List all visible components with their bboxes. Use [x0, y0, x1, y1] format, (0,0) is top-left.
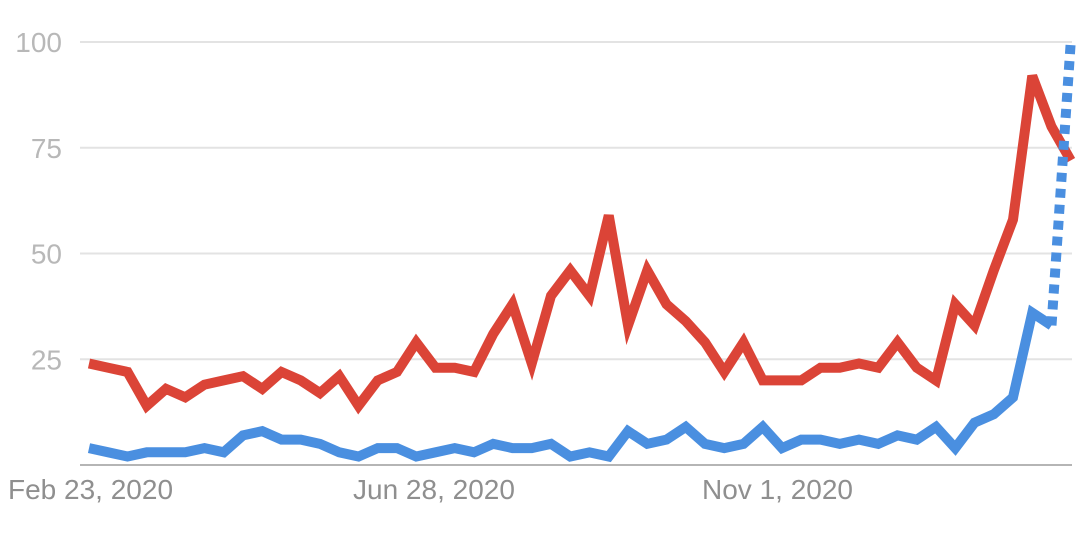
series-1-projection-line: [1046, 41, 1076, 326]
y-tick-label-100: 100: [15, 27, 62, 58]
x-tick-label-0: Feb 23, 2020: [8, 474, 173, 505]
series-1-line: [87, 304, 1055, 463]
series-0-line: [87, 74, 1076, 415]
x-tick-label-1: Jun 28, 2020: [353, 474, 515, 505]
y-axis-tick-labels: 25 50 75 100: [15, 27, 62, 375]
series-lines: [87, 41, 1076, 463]
x-axis-tick-labels: Feb 23, 2020 Jun 28, 2020 Nov 1, 2020: [8, 474, 853, 505]
gridlines: [80, 41, 1072, 361]
y-tick-label-75: 75: [31, 133, 62, 164]
y-tick-label-50: 50: [31, 239, 62, 270]
x-tick-label-2: Nov 1, 2020: [702, 474, 853, 505]
y-tick-label-25: 25: [31, 344, 62, 375]
